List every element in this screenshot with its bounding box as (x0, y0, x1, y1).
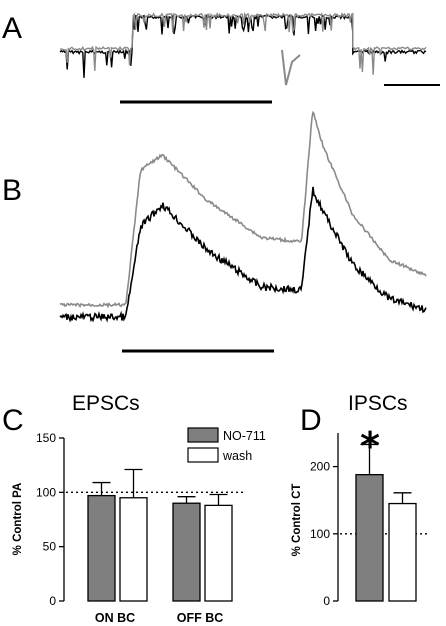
panel-d-bar (355, 474, 384, 602)
panel-c-bar (119, 497, 148, 602)
panel-a-letter: A (2, 12, 22, 45)
panel-c-letter: C (2, 404, 24, 437)
panel-d-ytick-label: 0 (323, 594, 330, 608)
panel-a-traces (59, 11, 427, 86)
panel-c-legend-swatch (187, 447, 219, 463)
panel-a-trace-0 (59, 13, 427, 78)
panel-c-ytick-label: 50 (43, 540, 57, 554)
panel-c-category-label: OFF BC (177, 611, 224, 625)
panel-d-letter: D (300, 404, 322, 437)
panel-c-chart: % Control PA 0 50 100 150 ON BC OFF BC NO-711 w… (12, 427, 266, 625)
panel-c-ytick-label: 0 (49, 594, 56, 608)
panel-c-title: EPSCs (72, 392, 140, 415)
panel-b-trace-0 (59, 186, 427, 323)
panel-c-bar (172, 502, 201, 602)
panel-a-trace-1 (59, 11, 427, 75)
panel-c-category-label: ON BC (95, 611, 135, 625)
panel-c-ytick-label: 150 (36, 431, 56, 445)
panel-c-ytick-label: 100 (36, 485, 56, 499)
panel-c-legend-label: NO-711 (223, 429, 266, 443)
panel-c-ylabel: % Control PA (12, 483, 24, 556)
panel-c-bar (87, 494, 116, 602)
panel-d-ylabel: % Control CT (291, 484, 303, 557)
panel-b-traces (59, 110, 427, 323)
panel-d-bar (388, 502, 417, 602)
panel-c-legend-label: wash (222, 449, 252, 463)
panel-c-legend-swatch (187, 427, 219, 443)
panel-d-title: IPSCs (348, 392, 408, 415)
panel-a-off-dip (281, 49, 301, 86)
panel-c-bar (204, 504, 233, 602)
panel-b-letter: B (2, 174, 22, 207)
panel-d-ytick-label: 100 (310, 527, 330, 541)
panel-b-trace-1 (59, 110, 427, 309)
panel-d-ytick-label: 200 (310, 460, 330, 474)
